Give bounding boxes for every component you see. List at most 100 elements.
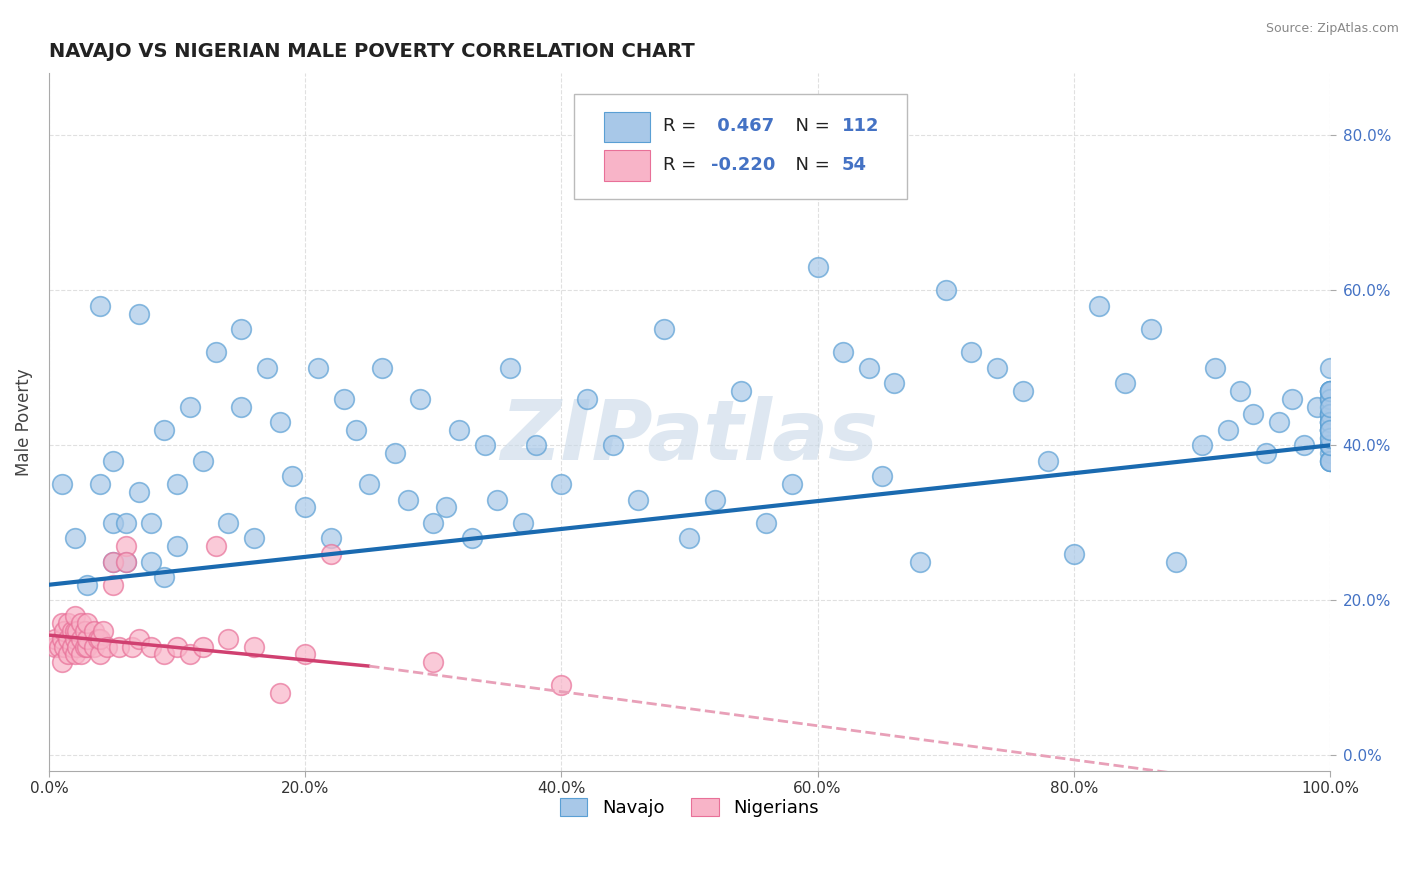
Point bbox=[101, 554, 124, 568]
Point bbox=[121, 640, 143, 654]
Point bbox=[730, 384, 752, 398]
Point bbox=[1038, 454, 1060, 468]
Point bbox=[447, 423, 470, 437]
Point bbox=[63, 632, 86, 646]
Point bbox=[1319, 423, 1341, 437]
Point bbox=[243, 640, 266, 654]
Point bbox=[512, 516, 534, 530]
Point bbox=[73, 624, 96, 639]
Point bbox=[166, 477, 188, 491]
Point bbox=[359, 477, 381, 491]
Point bbox=[1294, 438, 1316, 452]
Point bbox=[51, 616, 73, 631]
Y-axis label: Male Poverty: Male Poverty bbox=[15, 368, 32, 475]
Point bbox=[83, 624, 105, 639]
Point bbox=[1319, 431, 1341, 445]
Point bbox=[294, 648, 316, 662]
Point bbox=[1319, 407, 1341, 421]
Point bbox=[153, 648, 176, 662]
Point bbox=[86, 632, 108, 646]
FancyBboxPatch shape bbox=[603, 112, 650, 143]
Point bbox=[499, 360, 522, 375]
FancyBboxPatch shape bbox=[574, 95, 907, 199]
Point bbox=[858, 360, 880, 375]
Point bbox=[63, 624, 86, 639]
Point bbox=[1319, 392, 1341, 406]
Legend: Navajo, Nigerians: Navajo, Nigerians bbox=[553, 790, 825, 824]
Point bbox=[114, 539, 136, 553]
Point bbox=[1319, 415, 1341, 429]
Text: R =: R = bbox=[662, 118, 702, 136]
Point bbox=[422, 655, 444, 669]
Point bbox=[76, 616, 98, 631]
Point bbox=[191, 640, 214, 654]
Point bbox=[935, 284, 957, 298]
Point bbox=[1319, 454, 1341, 468]
Point bbox=[89, 477, 111, 491]
Point bbox=[217, 516, 239, 530]
Point bbox=[204, 539, 226, 553]
Point bbox=[652, 322, 675, 336]
Point bbox=[575, 392, 598, 406]
Point bbox=[141, 640, 163, 654]
Text: N =: N = bbox=[785, 118, 835, 136]
Point bbox=[344, 423, 367, 437]
Point bbox=[1319, 415, 1341, 429]
Point bbox=[89, 648, 111, 662]
Point bbox=[91, 624, 114, 639]
Point bbox=[960, 345, 983, 359]
Point bbox=[1319, 438, 1341, 452]
Point bbox=[63, 648, 86, 662]
Point bbox=[141, 554, 163, 568]
Point bbox=[76, 640, 98, 654]
Point bbox=[294, 500, 316, 515]
Point bbox=[56, 616, 79, 631]
Point bbox=[1204, 360, 1226, 375]
Point bbox=[70, 616, 93, 631]
Point bbox=[1319, 454, 1341, 468]
Point bbox=[550, 477, 572, 491]
Point bbox=[166, 640, 188, 654]
Point bbox=[51, 655, 73, 669]
Point bbox=[53, 640, 76, 654]
Point bbox=[474, 438, 496, 452]
Point bbox=[179, 400, 201, 414]
Point bbox=[1319, 438, 1341, 452]
Point bbox=[755, 516, 778, 530]
Point bbox=[128, 632, 150, 646]
Point bbox=[1216, 423, 1239, 437]
Point bbox=[1139, 322, 1161, 336]
Point bbox=[60, 640, 83, 654]
Point bbox=[269, 686, 291, 700]
Point bbox=[602, 438, 624, 452]
Point bbox=[101, 516, 124, 530]
Point bbox=[1319, 384, 1341, 398]
Point bbox=[63, 531, 86, 545]
Point bbox=[1319, 454, 1341, 468]
Point bbox=[1254, 446, 1277, 460]
Point bbox=[76, 578, 98, 592]
Point bbox=[319, 547, 342, 561]
Point bbox=[101, 578, 124, 592]
Point bbox=[70, 632, 93, 646]
Point bbox=[704, 492, 727, 507]
Point bbox=[44, 640, 66, 654]
Point bbox=[1268, 415, 1291, 429]
Point bbox=[48, 640, 70, 654]
Point bbox=[524, 438, 547, 452]
Point bbox=[1319, 423, 1341, 437]
Text: 112: 112 bbox=[842, 118, 879, 136]
Point bbox=[56, 632, 79, 646]
FancyBboxPatch shape bbox=[603, 150, 650, 181]
Point bbox=[307, 360, 329, 375]
Point bbox=[434, 500, 457, 515]
Point bbox=[460, 531, 482, 545]
Point bbox=[1319, 415, 1341, 429]
Point bbox=[243, 531, 266, 545]
Point bbox=[1319, 415, 1341, 429]
Point bbox=[1319, 360, 1341, 375]
Point bbox=[986, 360, 1008, 375]
Point bbox=[1166, 554, 1188, 568]
Point bbox=[166, 539, 188, 553]
Point bbox=[1088, 299, 1111, 313]
